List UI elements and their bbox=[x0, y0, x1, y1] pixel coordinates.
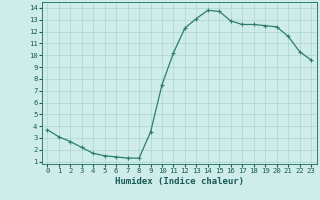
X-axis label: Humidex (Indice chaleur): Humidex (Indice chaleur) bbox=[115, 177, 244, 186]
